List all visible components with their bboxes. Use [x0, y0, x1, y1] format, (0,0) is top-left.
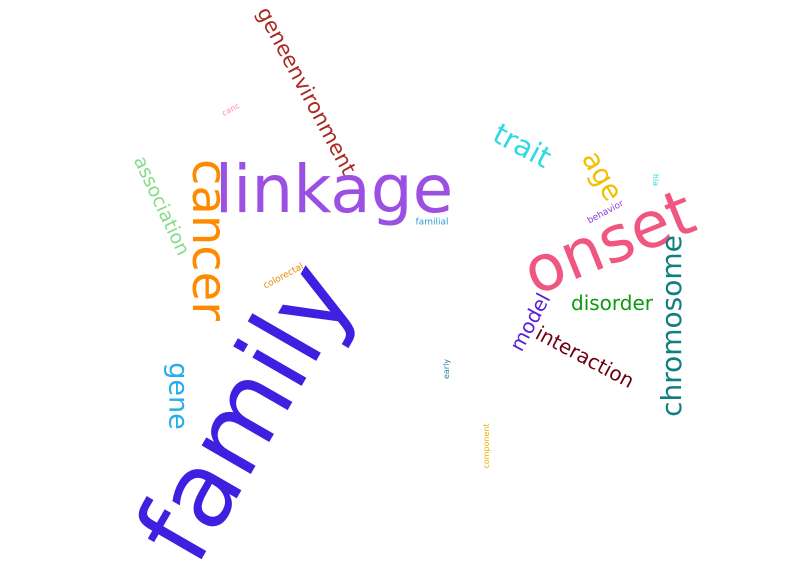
word-disorder: disorder [570, 291, 654, 315]
word-canc: canc [220, 101, 242, 118]
word-interaction: interaction [531, 321, 639, 393]
word-linkage: linkage [214, 151, 454, 228]
word-familial: familial [415, 217, 449, 228]
word-hla: hla [651, 173, 660, 187]
word-component: component [482, 423, 491, 469]
word-trait: trait [487, 116, 557, 175]
word-chromosome: chromosome [655, 235, 688, 417]
word-cancer: cancer [181, 159, 237, 321]
word-age: age [575, 144, 630, 207]
word-gene: gene [162, 362, 194, 430]
word-family: family [111, 242, 379, 582]
word-early: early [442, 358, 451, 380]
